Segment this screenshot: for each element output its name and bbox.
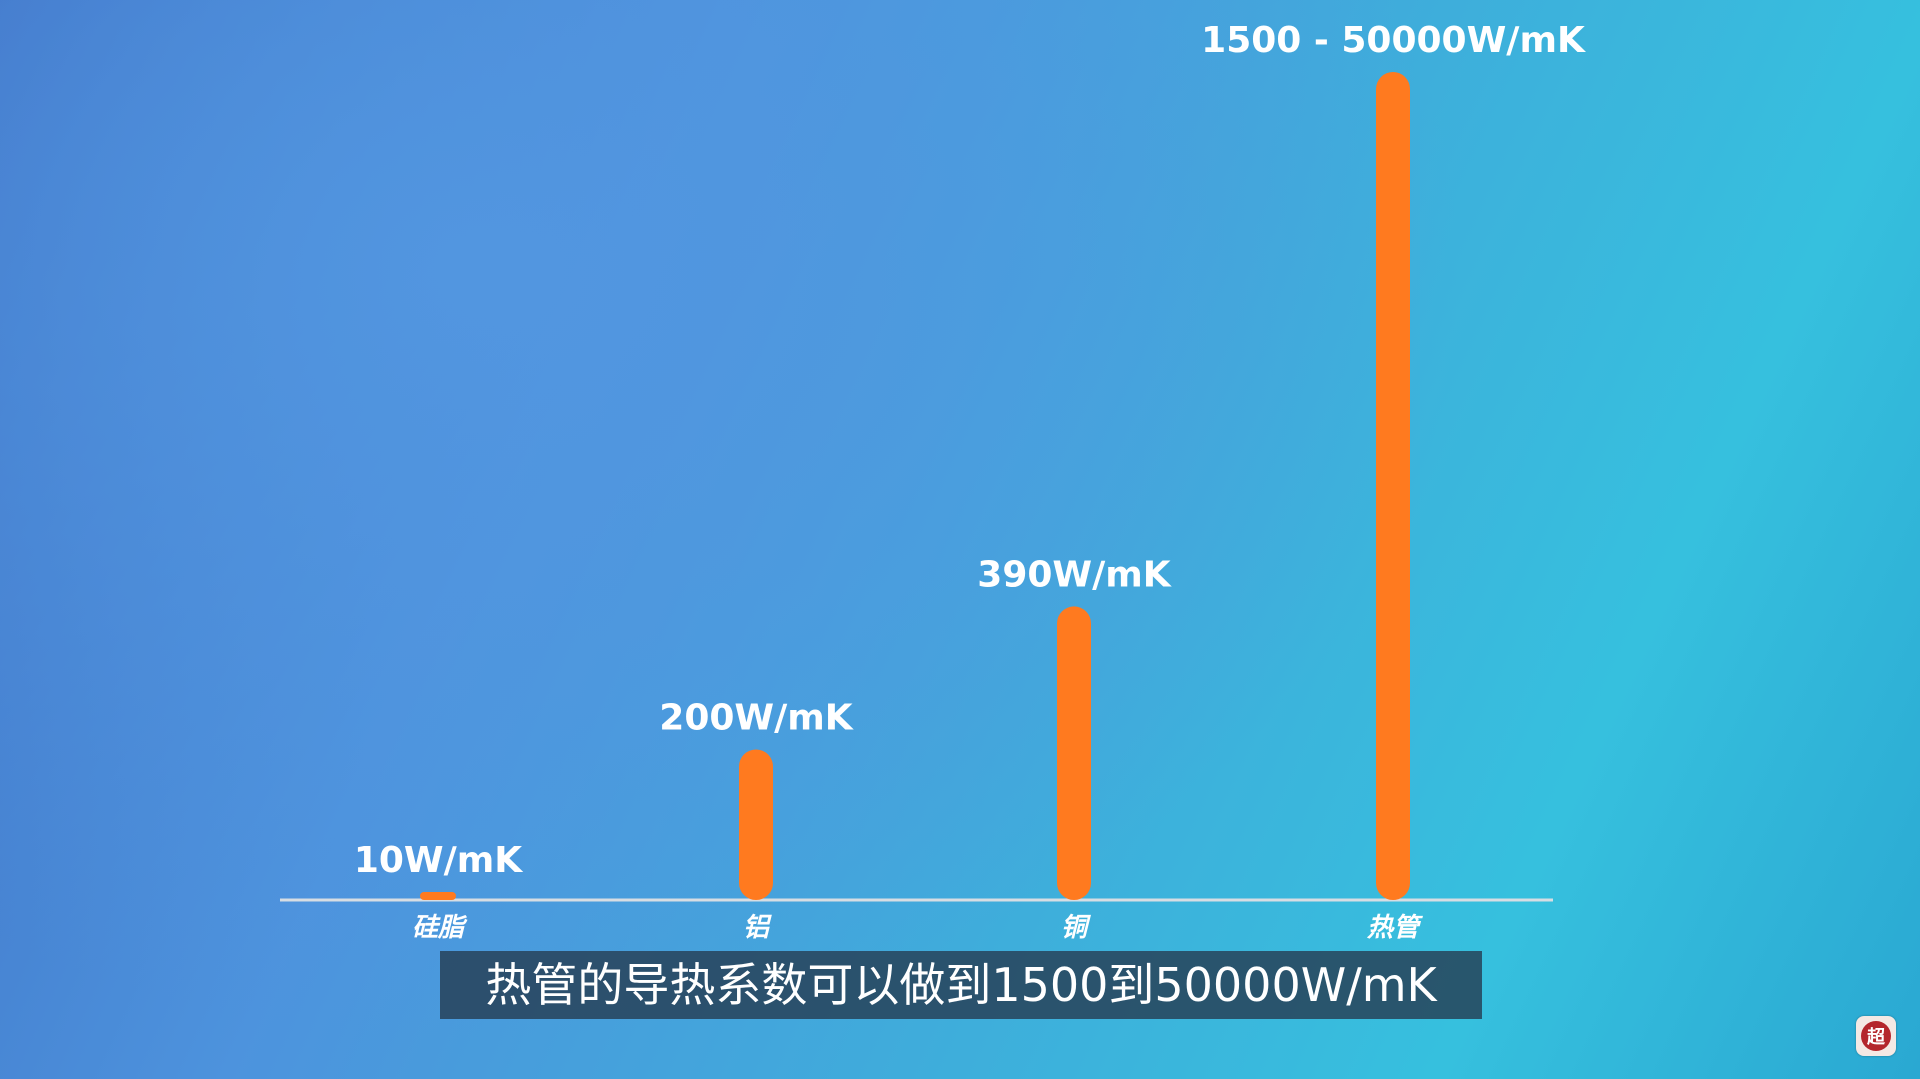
bar-0: [420, 892, 456, 900]
category-label-3: 热管: [1366, 913, 1423, 943]
data-label-1: 200W/mK: [659, 697, 854, 738]
bar-2: [1057, 606, 1091, 900]
data-label-3: 1500 - 50000W/mK: [1201, 20, 1586, 61]
seal-glyph: 超: [1861, 1021, 1891, 1051]
data-label-0: 10W/mK: [354, 840, 523, 881]
data-label-2: 390W/mK: [977, 554, 1172, 595]
category-label-2: 铜: [1061, 913, 1091, 943]
category-label-0: 硅脂: [412, 913, 468, 943]
subtitle-caption: 热管的导热系数可以做到1500到50000W/mK: [440, 951, 1482, 1019]
bar-3: [1376, 72, 1410, 900]
bars-layer: 10W/mK 硅脂 200W/mK 铝 390W/mK 铜 1500 - 50000W/mK…: [354, 20, 1586, 943]
bar-1: [739, 749, 773, 900]
channel-seal-icon: 超: [1856, 1016, 1896, 1056]
category-label-1: 铝: [743, 913, 772, 943]
